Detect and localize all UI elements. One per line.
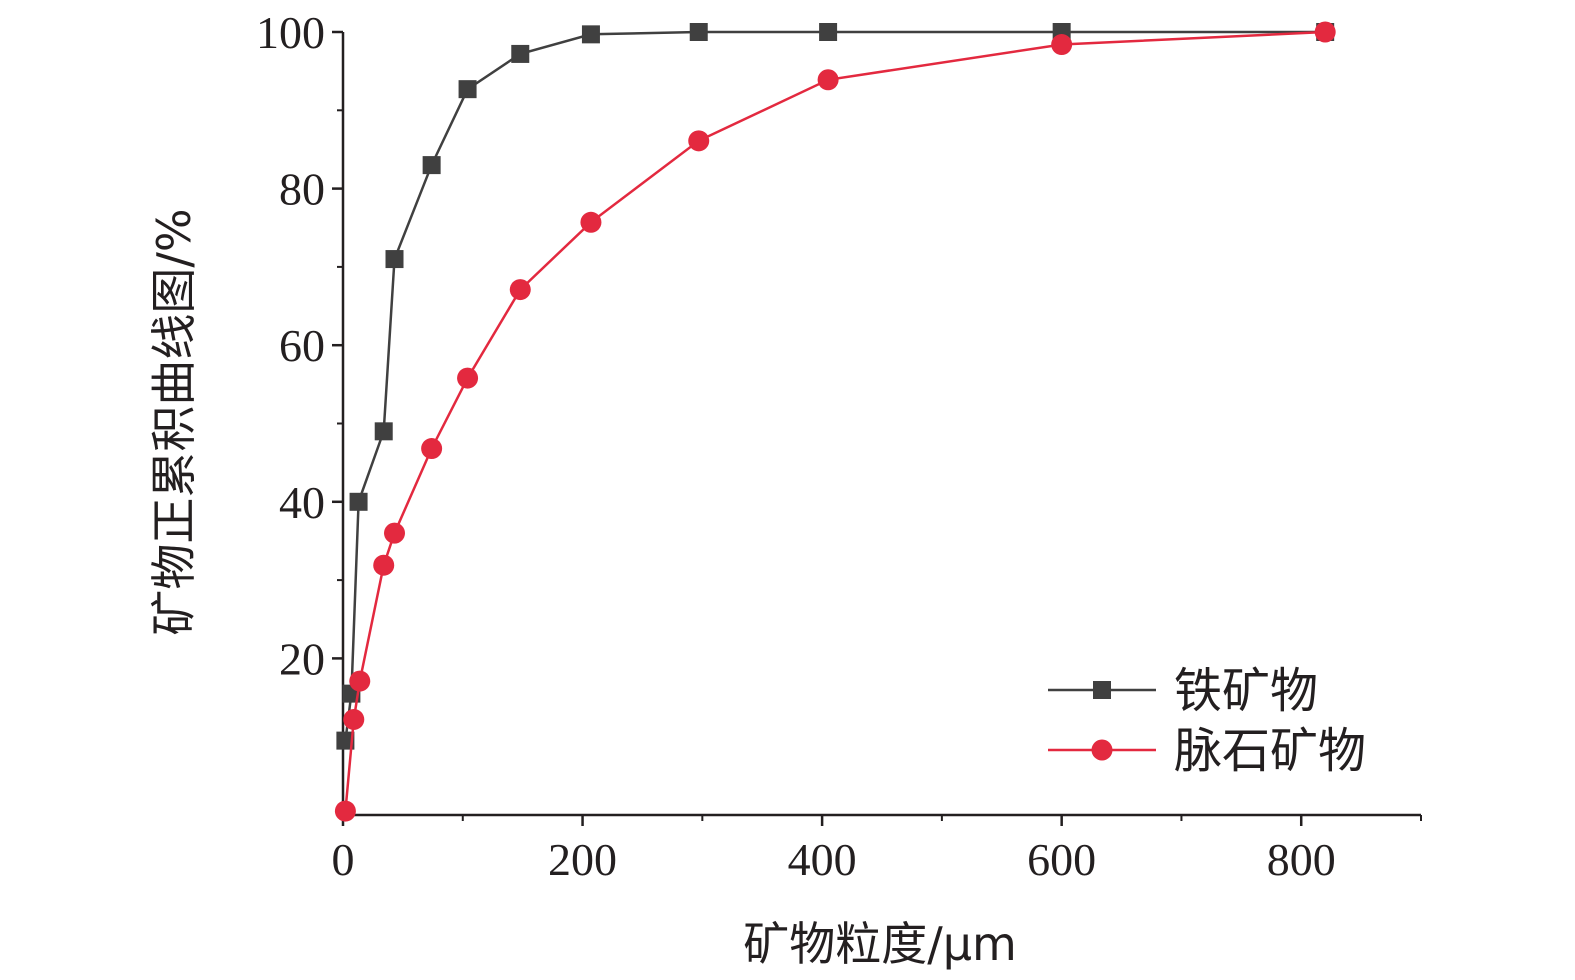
x-tick-label: 200	[548, 834, 617, 885]
series-2	[334, 21, 1336, 822]
legend-item: 脉石矿物	[1048, 723, 1366, 779]
data-point	[384, 522, 406, 544]
y-tick-label: 20	[279, 633, 325, 684]
y-tick-label: 40	[279, 477, 325, 528]
data-point	[334, 800, 356, 822]
data-point	[422, 156, 441, 175]
x-tick-label: 0	[332, 834, 355, 885]
x-tick-label: 400	[788, 834, 857, 885]
data-point	[343, 708, 365, 730]
y-tick-label: 80	[279, 164, 325, 215]
data-point	[374, 422, 393, 441]
data-point	[819, 23, 838, 41]
data-point	[458, 80, 477, 99]
legend-item: 铁矿物	[1048, 663, 1318, 719]
series-layer	[334, 21, 1336, 822]
data-point	[385, 250, 404, 269]
data-point	[349, 670, 371, 692]
data-point	[688, 130, 710, 152]
data-point	[1051, 34, 1073, 56]
legend-marker	[1093, 681, 1111, 699]
x-axis-title: 矿物粒度/μm	[743, 917, 1017, 971]
legend-label: 铁矿物	[1174, 663, 1318, 719]
series-line	[344, 30, 1326, 741]
data-point	[581, 25, 600, 44]
y-axis-title: 矿物正累积曲线图/%	[147, 208, 201, 635]
series-1	[336, 23, 1335, 750]
y-tick-label: 60	[279, 320, 325, 371]
data-point	[689, 23, 708, 41]
data-point	[509, 279, 531, 301]
data-point	[1314, 21, 1336, 43]
data-point	[336, 731, 355, 750]
data-point	[457, 367, 479, 389]
data-point	[421, 438, 443, 460]
data-point	[580, 211, 602, 233]
x-tick-label: 600	[1027, 834, 1096, 885]
axes: 0 200 400 600 800 20 40 60 80 100	[256, 7, 1422, 885]
y-tick-label: 100	[256, 7, 325, 58]
data-point	[373, 554, 395, 576]
data-point	[817, 69, 839, 91]
legend-label: 脉石矿物	[1174, 723, 1366, 779]
data-point	[511, 44, 530, 63]
x-tick-label: 800	[1267, 834, 1336, 885]
data-point	[349, 492, 368, 511]
legend-marker	[1091, 739, 1113, 761]
